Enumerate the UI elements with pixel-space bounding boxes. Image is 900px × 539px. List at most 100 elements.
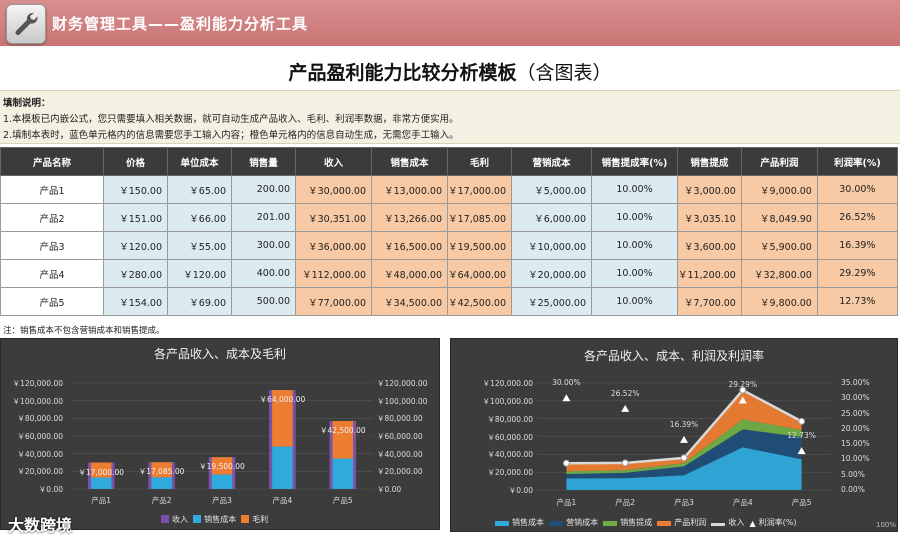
- table-cell[interactable]: ￥3,000.00: [677, 175, 742, 204]
- table-cell[interactable]: ￥280.00: [103, 259, 168, 288]
- table-cell[interactable]: 产品5: [0, 287, 104, 316]
- table-cell[interactable]: ￥11,200.00: [677, 259, 742, 288]
- rate-marker: [562, 394, 571, 402]
- table-cell[interactable]: 300.00: [231, 231, 296, 260]
- legend-item: ▲ 利润率(%): [749, 518, 796, 528]
- legend-item: 收入: [711, 518, 744, 527]
- table-cell[interactable]: ￥9,800.00: [740, 287, 818, 316]
- table-cell[interactable]: 产品2: [0, 203, 104, 232]
- table-cell[interactable]: 10.00%: [591, 175, 678, 204]
- table-cell[interactable]: ￥154.00: [103, 287, 168, 316]
- y2-tick-label: ￥60,000.00: [377, 432, 423, 441]
- table-cell[interactable]: 30.00%: [816, 175, 898, 204]
- table-cell[interactable]: ￥6,000.00: [511, 203, 592, 232]
- legend-label: 销售成本: [512, 518, 544, 527]
- app-banner: 财务管理工具——盈利能力分析工具: [0, 0, 900, 46]
- table-cell[interactable]: 产品4: [0, 259, 104, 288]
- table-cell[interactable]: ￥66.00: [167, 203, 232, 232]
- gross-profit-bar: [332, 420, 354, 459]
- table-cell[interactable]: ￥17,085.00: [447, 203, 512, 232]
- legend-item: 销售成本: [193, 515, 236, 524]
- legend-swatch: [161, 515, 169, 523]
- table-cell[interactable]: ￥64,000.00: [447, 259, 512, 288]
- column-header: 销售量: [231, 147, 296, 176]
- table-cell[interactable]: ￥48,000.00: [371, 259, 448, 288]
- y-tick-label: ￥20,000.00: [487, 468, 533, 478]
- table-cell[interactable]: ￥151.00: [103, 203, 168, 232]
- table-cell[interactable]: ￥16,500.00: [371, 231, 448, 260]
- table-cell[interactable]: ￥34,500.00: [371, 287, 448, 316]
- tool-button[interactable]: [6, 4, 46, 44]
- legend-label: 营销成本: [566, 518, 599, 527]
- table-cell[interactable]: 26.52%: [816, 203, 898, 232]
- table-cell[interactable]: ￥65.00: [167, 175, 232, 204]
- y-tick-label: ￥80,000.00: [487, 414, 533, 424]
- legend-label: 毛利: [252, 515, 269, 524]
- marketing-area: [566, 429, 802, 479]
- table-cell[interactable]: ￥5,900.00: [740, 231, 818, 260]
- data-label: ￥17,000.00: [78, 467, 125, 477]
- revenue-point: [798, 417, 806, 425]
- table-cell[interactable]: 500.00: [231, 287, 296, 316]
- table-cell[interactable]: ￥13,266.00: [371, 203, 448, 232]
- table-cell[interactable]: ￥13,000.00: [371, 175, 448, 204]
- table-cell[interactable]: ￥17,000.00: [447, 175, 512, 204]
- table-cell[interactable]: 29.29%: [816, 259, 898, 288]
- table-cell[interactable]: ￥42,500.00: [447, 287, 512, 316]
- table-cell[interactable]: ￥5,000.00: [511, 175, 592, 204]
- legend-swatch: [657, 521, 672, 526]
- table-cell[interactable]: ￥3,600.00: [677, 231, 742, 260]
- table-cell[interactable]: 10.00%: [591, 259, 678, 288]
- x-tick-label: 产品2: [151, 496, 172, 505]
- table-cell[interactable]: ￥30,000.00: [295, 175, 372, 204]
- table-cell[interactable]: ￥3,035.10: [677, 203, 742, 232]
- table-cell[interactable]: ￥112,000.00: [295, 259, 372, 288]
- revenue-point: [680, 454, 688, 462]
- cost-area: [566, 447, 802, 490]
- table-cell[interactable]: 16.39%: [816, 231, 898, 260]
- column-header: 价格: [103, 147, 168, 176]
- column-header: 销售提成率(%): [591, 147, 678, 176]
- table-cell[interactable]: ￥36,000.00: [295, 231, 372, 260]
- table-cell[interactable]: 12.73%: [816, 287, 898, 316]
- table-cell[interactable]: 200.00: [231, 175, 296, 204]
- chart2-svg: [537, 382, 831, 491]
- table-cell[interactable]: 产品1: [0, 175, 104, 204]
- table-cell[interactable]: ￥55.00: [167, 231, 232, 260]
- table-row: 产品5 ￥154.00 ￥69.00 500.00 ￥77,000.00 ￥34,500.…: [0, 287, 898, 316]
- legend-swatch: [549, 521, 564, 526]
- table-cell[interactable]: ￥19,500.00: [447, 231, 512, 260]
- table-cell[interactable]: 10.00%: [591, 203, 678, 232]
- table-cell[interactable]: ￥32,800.00: [740, 259, 818, 288]
- column-header: 毛利: [447, 147, 512, 176]
- data-label: ￥42,500.00: [319, 425, 366, 435]
- y-tick-label: ￥80,000.00: [17, 414, 63, 424]
- y-tick-label: ￥20,000.00: [17, 467, 63, 477]
- table-cell[interactable]: ￥8,049.90: [740, 203, 818, 232]
- table-cell[interactable]: ￥7,700.00: [677, 287, 742, 316]
- y2-tick-label: ￥100,000.00: [377, 396, 428, 406]
- table-cell[interactable]: 10.00%: [591, 287, 678, 316]
- y-tick-label: ￥40,000.00: [487, 450, 533, 460]
- profit-area: [566, 390, 802, 472]
- table-cell[interactable]: 201.00: [231, 203, 296, 232]
- table-row: 产品2 ￥151.00 ￥66.00 201.00 ￥30,351.00 ￥13,266.…: [0, 203, 898, 232]
- table-cell[interactable]: 产品3: [0, 231, 104, 260]
- table-cell[interactable]: ￥120.00: [167, 259, 232, 288]
- table-cell[interactable]: ￥77,000.00: [295, 287, 372, 316]
- y-tick-label: ￥0.00: [508, 486, 533, 495]
- column-header: 收入: [295, 147, 372, 176]
- table-cell[interactable]: ￥150.00: [103, 175, 168, 204]
- table-cell[interactable]: ￥25,000.00: [511, 287, 592, 316]
- column-header: 销售成本: [371, 147, 448, 176]
- table-cell[interactable]: ￥120.00: [103, 231, 168, 260]
- cost-bar: [272, 446, 293, 489]
- table-cell[interactable]: 10.00%: [591, 231, 678, 260]
- table-cell[interactable]: ￥69.00: [167, 287, 232, 316]
- table-cell[interactable]: 400.00: [231, 259, 296, 288]
- table-cell[interactable]: ￥10,000.00: [511, 231, 592, 260]
- data-label: ￥19,500.00: [199, 462, 245, 472]
- table-cell[interactable]: ￥30,351.00: [295, 203, 372, 232]
- table-cell[interactable]: ￥9,000.00: [740, 175, 818, 204]
- table-cell[interactable]: ￥20,000.00: [511, 259, 592, 288]
